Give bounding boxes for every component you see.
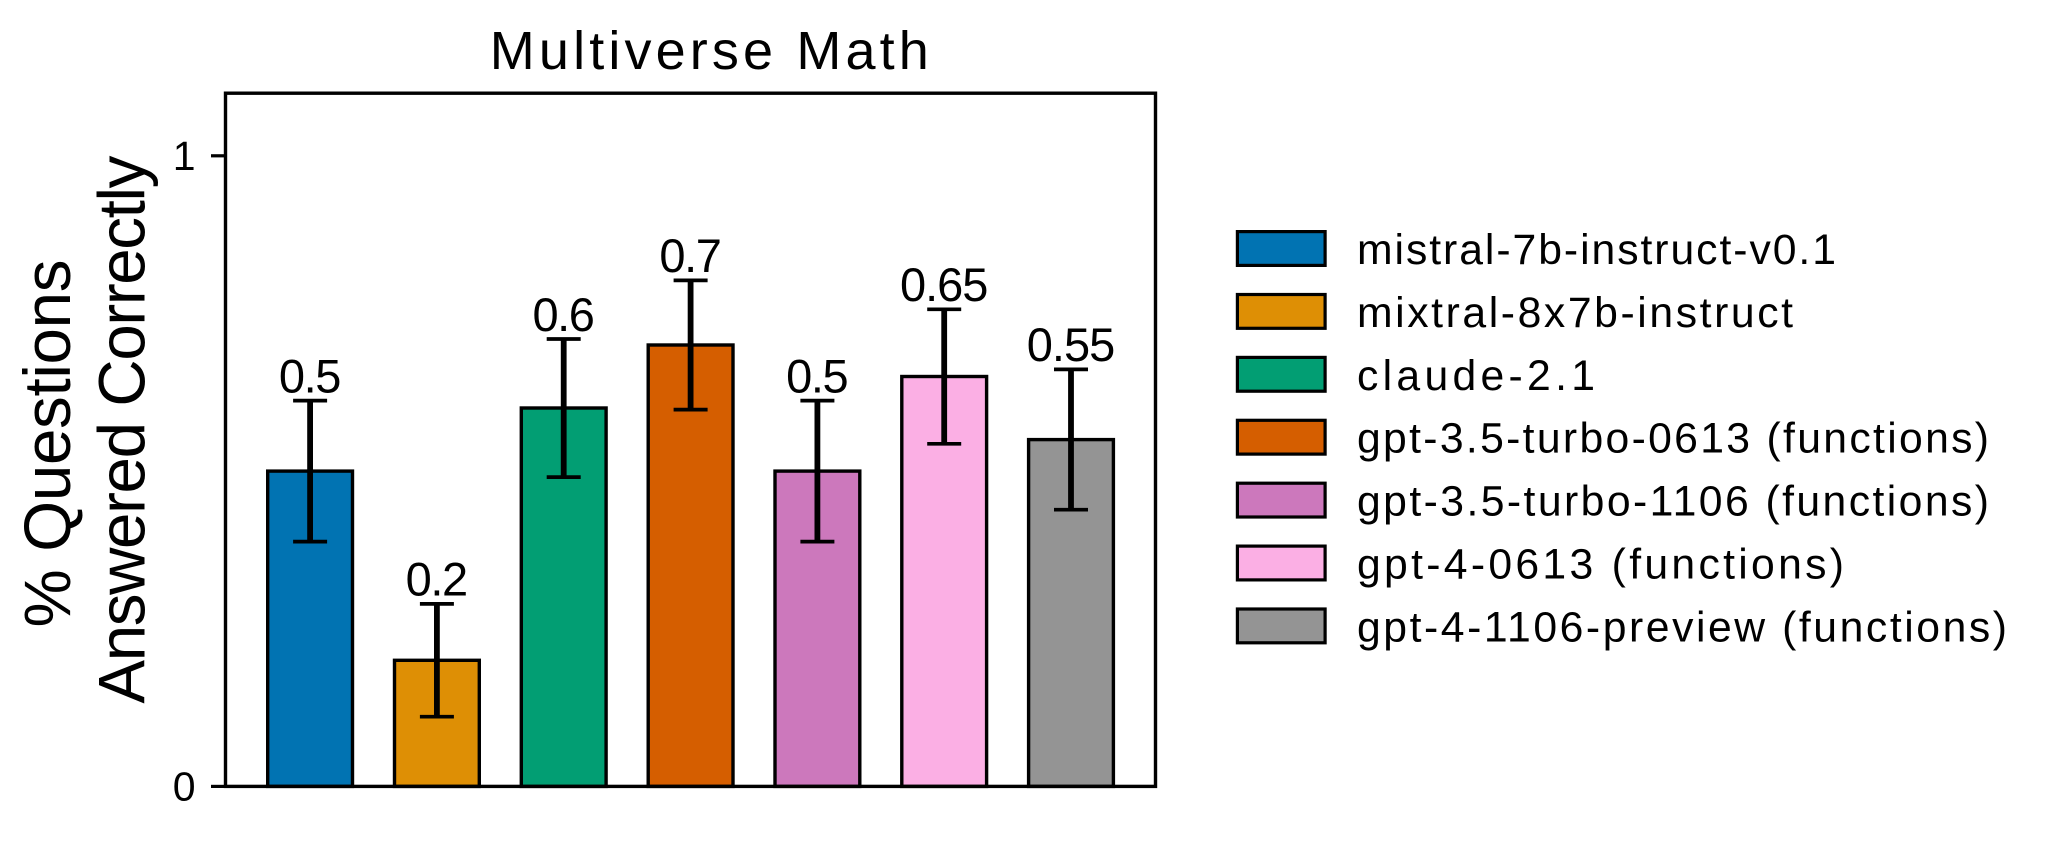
svg-text:gpt-3.5-turbo-1106 (functions): gpt-3.5-turbo-1106 (functions) xyxy=(1357,478,1989,526)
svg-text:% Questions: % Questions xyxy=(11,260,84,628)
svg-text:mixtral-8x7b-instruct: mixtral-8x7b-instruct xyxy=(1357,289,1793,337)
svg-text:Answered Correctly: Answered Correctly xyxy=(86,155,159,703)
svg-text:0.65: 0.65 xyxy=(900,258,989,311)
svg-text:0.5: 0.5 xyxy=(786,349,849,402)
svg-text:1: 1 xyxy=(173,133,196,179)
svg-text:0.2: 0.2 xyxy=(406,553,469,606)
svg-text:0: 0 xyxy=(173,764,196,810)
svg-text:gpt-4-1106-preview (functions): gpt-4-1106-preview (functions) xyxy=(1357,603,2007,651)
svg-text:claude-2.1: claude-2.1 xyxy=(1357,352,1595,400)
svg-text:gpt-4-0613 (functions): gpt-4-0613 (functions) xyxy=(1357,541,1844,589)
svg-text:0.5: 0.5 xyxy=(279,349,342,402)
svg-text:mistral-7b-instruct-v0.1: mistral-7b-instruct-v0.1 xyxy=(1357,226,1836,274)
svg-text:0.6: 0.6 xyxy=(532,288,595,341)
svg-text:0.55: 0.55 xyxy=(1027,318,1116,371)
svg-text:0.7: 0.7 xyxy=(659,229,722,282)
